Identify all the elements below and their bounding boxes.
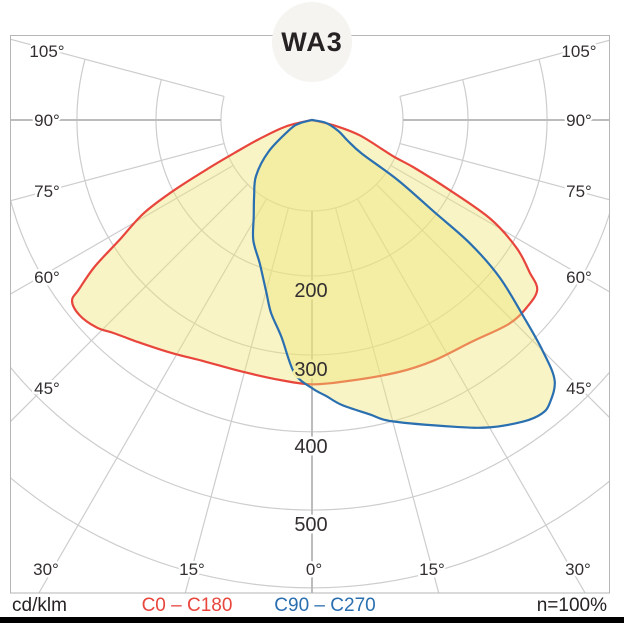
- angle-label-bottom: 0°: [306, 560, 322, 579]
- labels: 105° 105° 90° 90° 75° 75° 60° 60° 45° 45° 30° 30° 15…: [27, 40, 599, 582]
- angle-label-bottom: 15°: [419, 560, 445, 579]
- legend-c90-c270: C90 – C270: [274, 595, 376, 616]
- grid-radial-line: [390, 164, 610, 293]
- grid-radial-line: [375, 183, 610, 419]
- angle-label-right: 45°: [566, 379, 592, 398]
- diagram-title: WA3: [281, 26, 343, 57]
- legend-c0-c180: C0 – C180: [141, 595, 233, 616]
- bottom-bar: [0, 617, 624, 623]
- c0-c180-curve: [70, 118, 539, 386]
- angle-label-right: 105°: [561, 42, 596, 61]
- grid-radial-line: [10, 183, 249, 423]
- ring-label: 400: [294, 436, 327, 458]
- grid-radial-line: [37, 198, 268, 594]
- units-label: cd/klm: [12, 595, 67, 616]
- grid-radial-line: [10, 38, 225, 98]
- angle-label-right: 60°: [566, 268, 592, 287]
- angle-label-right: 90°: [566, 111, 592, 130]
- angle-label-right: 75°: [566, 182, 592, 201]
- grid-radial-line: [399, 142, 610, 201]
- angle-label-left: 45°: [34, 379, 60, 398]
- c90-c270-curve: [251, 118, 556, 429]
- angle-label-left: 90°: [34, 111, 60, 130]
- angle-label-left: 105°: [29, 42, 64, 61]
- ring-label: 500: [294, 514, 327, 536]
- title-bubble: WA3: [272, 2, 352, 82]
- grid-radial-line: [399, 39, 610, 98]
- ring-label: 300: [294, 359, 327, 381]
- grid-radial-line: [10, 142, 225, 202]
- grid-radial-line: [356, 198, 587, 594]
- angle-label-left: 75°: [34, 182, 60, 201]
- ring-label: 200: [294, 280, 327, 302]
- grid-ring: [220, 96, 404, 212]
- legend: cd/klm C0 – C180 C90 – C270 n=100%: [0, 595, 624, 617]
- angle-label-bottom: 30°: [33, 560, 59, 579]
- flux-label: n=100%: [536, 595, 607, 616]
- grid-radial-line: [184, 207, 290, 594]
- angle-label-bottom: 30°: [565, 560, 591, 579]
- angle-label-bottom: 15°: [179, 560, 205, 579]
- grid-radial-line: [334, 207, 440, 594]
- curves: [70, 118, 556, 429]
- angle-label-left: 60°: [34, 268, 60, 287]
